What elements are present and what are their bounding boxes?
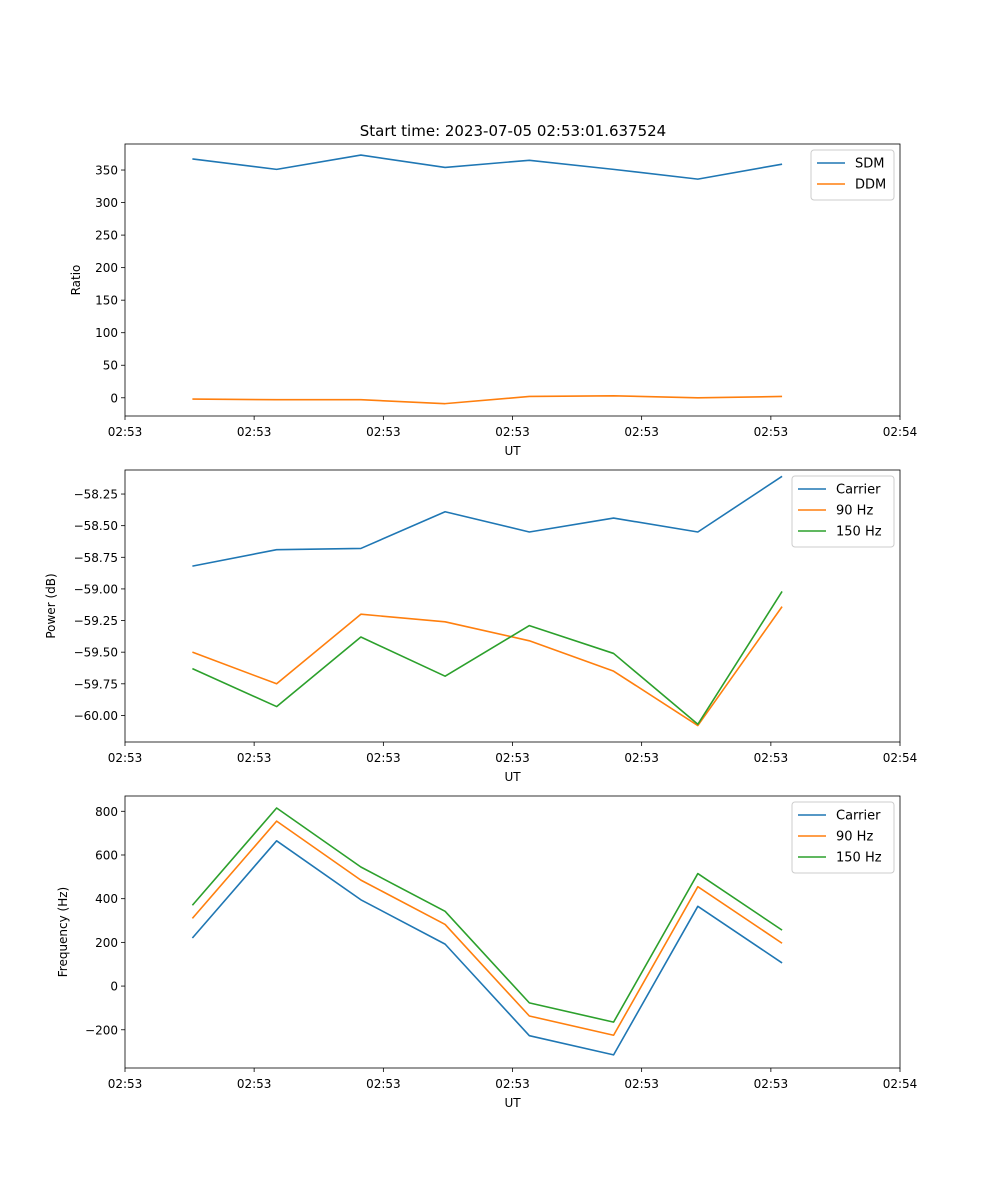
y-axis-label: Ratio: [69, 265, 83, 296]
y-tick-label: 100: [95, 326, 118, 340]
y-tick-label: −59.25: [74, 614, 118, 628]
x-axis-label: UT: [504, 444, 521, 458]
axes-frame-1: [124, 143, 901, 417]
y-tick-label: −58.25: [74, 488, 118, 502]
y-tick-label: 0: [110, 391, 118, 405]
x-tick-label: 02:53: [366, 425, 401, 439]
y-axis-label: Power (dB): [44, 573, 58, 638]
legend-label-carrier: Carrier: [836, 809, 881, 824]
axes-frame-3: [124, 795, 901, 1069]
legend-label-150-hz: 150 Hz: [836, 851, 882, 866]
series-line-150-hz: [191, 807, 783, 1023]
y-tick-label: −59.50: [74, 646, 118, 660]
y-tick-label: 350: [95, 164, 118, 178]
x-tick-label: 02:53: [624, 425, 659, 439]
x-tick-label: 02:53: [754, 751, 789, 765]
legend-label-ddm: DDM: [855, 178, 886, 193]
y-tick-label: −58.75: [74, 551, 118, 565]
x-tick-label: 02:53: [366, 751, 401, 765]
y-tick-label: 400: [95, 892, 118, 906]
x-tick-label: 02:53: [495, 1077, 530, 1091]
y-axis-label: Frequency (Hz): [56, 887, 70, 978]
y-tick-label: 0: [110, 980, 118, 994]
x-tick-label: 02:53: [754, 425, 789, 439]
x-tick-label: 02:53: [108, 1077, 143, 1091]
x-axis-label: UT: [504, 770, 521, 784]
x-tick-label: 02:53: [237, 751, 272, 765]
y-tick-label: −59.75: [74, 677, 118, 691]
y-tick-label: 50: [103, 359, 118, 373]
x-tick-label: 02:53: [754, 1077, 789, 1091]
x-axis-label: UT: [504, 1096, 521, 1110]
series-line-sdm: [192, 154, 783, 180]
legend-box: [791, 801, 895, 874]
series-line-90-hz: [192, 606, 783, 727]
y-tick-label: 300: [95, 196, 118, 210]
x-tick-label: 02:53: [495, 425, 530, 439]
x-tick-label: 02:54: [883, 751, 918, 765]
y-tick-label: 250: [95, 229, 118, 243]
series-line-90-hz: [191, 820, 783, 1037]
x-tick-label: 02:53: [108, 425, 143, 439]
legend-label-90-hz: 90 Hz: [836, 504, 873, 519]
y-tick-label: 150: [95, 294, 118, 308]
x-tick-label: 02:53: [237, 425, 272, 439]
x-tick-label: 02:53: [624, 751, 659, 765]
y-tick-label: 200: [95, 261, 118, 275]
series-line-carrier: [191, 839, 783, 1056]
legend-label-90-hz: 90 Hz: [836, 830, 873, 845]
x-tick-label: 02:53: [624, 1077, 659, 1091]
series-line-150-hz: [192, 591, 783, 726]
x-tick-label: 02:53: [495, 751, 530, 765]
axes-frame-2: [124, 469, 901, 743]
x-tick-label: 02:54: [883, 425, 918, 439]
y-tick-label: −60.00: [74, 709, 118, 723]
series-line-ddm: [192, 395, 783, 405]
legend-box: [791, 475, 895, 548]
y-tick-label: 200: [95, 936, 118, 950]
legend-label-150-hz: 150 Hz: [836, 525, 882, 540]
x-tick-label: 02:53: [108, 751, 143, 765]
y-tick-label: 800: [95, 805, 118, 819]
legend-label-sdm: SDM: [855, 157, 884, 172]
y-tick-label: −59.00: [74, 582, 118, 596]
y-tick-label: −58.50: [74, 519, 118, 533]
y-tick-label: 600: [95, 848, 118, 862]
y-tick-label: −200: [85, 1023, 118, 1037]
x-tick-label: 02:53: [237, 1077, 272, 1091]
figure-title: Start time: 2023-07-05 02:53:01.637524: [360, 122, 666, 140]
x-tick-label: 02:53: [366, 1077, 401, 1091]
legend-label-carrier: Carrier: [836, 483, 881, 498]
series-line-carrier: [192, 475, 783, 567]
x-tick-label: 02:54: [883, 1077, 918, 1091]
